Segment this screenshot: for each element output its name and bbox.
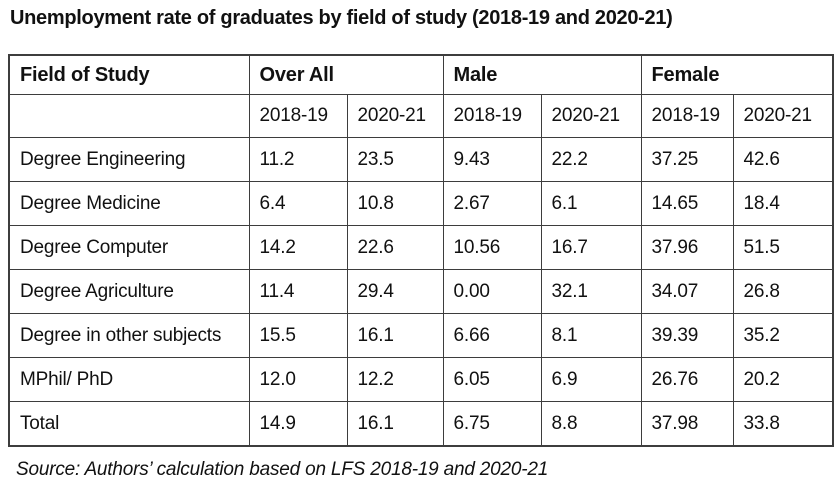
field-cell: Degree Engineering: [8, 137, 250, 182]
value-cell: 14.65: [640, 181, 734, 226]
table-row: Degree Medicine 6.4 10.8 2.67 6.1 14.65 …: [8, 181, 834, 226]
field-cell: Degree Medicine: [8, 181, 250, 226]
value-cell: 6.4: [248, 181, 348, 226]
value-cell: 42.6: [732, 137, 834, 182]
field-cell: Degree Agriculture: [8, 269, 250, 314]
value-cell: 51.5: [732, 225, 834, 270]
group-header-row: Field of Study Over All Male Female: [8, 54, 834, 95]
value-cell: 15.5: [248, 313, 348, 358]
value-cell: 6.9: [540, 357, 642, 402]
value-cell: 20.2: [732, 357, 834, 402]
value-cell: 37.25: [640, 137, 734, 182]
value-cell: 22.2: [540, 137, 642, 182]
value-cell: 14.9: [248, 401, 348, 447]
value-cell: 35.2: [732, 313, 834, 358]
unemployment-table: Field of Study Over All Male Female 2018…: [8, 54, 835, 447]
value-cell: 16.1: [346, 313, 444, 358]
value-cell: 6.05: [442, 357, 542, 402]
value-cell: 16.7: [540, 225, 642, 270]
value-cell: 26.76: [640, 357, 734, 402]
value-cell: 18.4: [732, 181, 834, 226]
table-row: Total 14.9 16.1 6.75 8.8 37.98 33.8: [8, 401, 834, 447]
year-header-female-2021: 2020-21: [732, 94, 834, 138]
year-header-overall-2021: 2020-21: [346, 94, 444, 138]
value-cell: 23.5: [346, 137, 444, 182]
field-cell: Degree in other subjects: [8, 313, 250, 358]
value-cell: 8.1: [540, 313, 642, 358]
value-cell: 9.43: [442, 137, 542, 182]
value-cell: 6.1: [540, 181, 642, 226]
source-note: Source: Authors’ calculation based on LF…: [16, 459, 549, 480]
table-row: Degree Computer 14.2 22.6 10.56 16.7 37.…: [8, 225, 834, 270]
value-cell: 2.67: [442, 181, 542, 226]
value-cell: 10.56: [442, 225, 542, 270]
value-cell: 12.0: [248, 357, 348, 402]
value-cell: 16.1: [346, 401, 444, 447]
table-title: Unemployment rate of graduates by field …: [10, 7, 673, 29]
empty-header-cell: [8, 94, 250, 138]
field-cell: Degree Computer: [8, 225, 250, 270]
table-row: Degree Agriculture 11.4 29.4 0.00 32.1 3…: [8, 269, 834, 314]
value-cell: 6.75: [442, 401, 542, 447]
value-cell: 29.4: [346, 269, 444, 314]
value-cell: 11.4: [248, 269, 348, 314]
value-cell: 26.8: [732, 269, 834, 314]
value-cell: 34.07: [640, 269, 734, 314]
value-cell: 14.2: [248, 225, 348, 270]
value-cell: 6.66: [442, 313, 542, 358]
value-cell: 12.2: [346, 357, 444, 402]
value-cell: 22.6: [346, 225, 444, 270]
year-header-row: 2018-19 2020-21 2018-19 2020-21 2018-19 …: [8, 94, 834, 138]
value-cell: 32.1: [540, 269, 642, 314]
value-cell: 39.39: [640, 313, 734, 358]
group-header-male: Male: [442, 54, 642, 95]
field-cell: MPhil/ PhD: [8, 357, 250, 402]
group-header-overall: Over All: [248, 54, 444, 95]
year-header-male-2021: 2020-21: [540, 94, 642, 138]
value-cell: 33.8: [732, 401, 834, 447]
table-row: Degree in other subjects 15.5 16.1 6.66 …: [8, 313, 834, 358]
year-header-overall-1819: 2018-19: [248, 94, 348, 138]
year-header-female-1819: 2018-19: [640, 94, 734, 138]
value-cell: 8.8: [540, 401, 642, 447]
table-row: Degree Engineering 11.2 23.5 9.43 22.2 3…: [8, 137, 834, 182]
value-cell: 37.96: [640, 225, 734, 270]
field-cell: Total: [8, 401, 250, 447]
value-cell: 10.8: [346, 181, 444, 226]
field-of-study-header: Field of Study: [8, 54, 250, 95]
table-row: MPhil/ PhD 12.0 12.2 6.05 6.9 26.76 20.2: [8, 357, 834, 402]
value-cell: 11.2: [248, 137, 348, 182]
year-header-male-1819: 2018-19: [442, 94, 542, 138]
group-header-female: Female: [640, 54, 834, 95]
value-cell: 0.00: [442, 269, 542, 314]
value-cell: 37.98: [640, 401, 734, 447]
